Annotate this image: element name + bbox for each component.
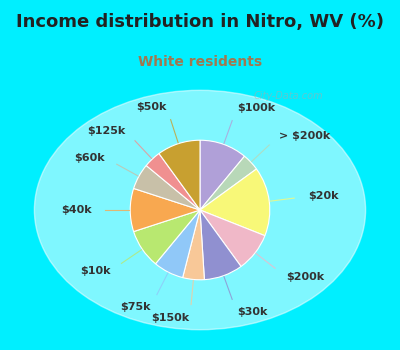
Wedge shape <box>200 210 241 280</box>
Text: $150k: $150k <box>152 313 190 323</box>
Ellipse shape <box>34 90 366 330</box>
Text: $125k: $125k <box>88 126 126 136</box>
Text: Income distribution in Nitro, WV (%): Income distribution in Nitro, WV (%) <box>16 13 384 30</box>
Text: White residents: White residents <box>138 55 262 69</box>
Wedge shape <box>130 188 200 232</box>
Text: $75k: $75k <box>120 302 151 312</box>
Wedge shape <box>134 166 200 210</box>
Text: $200k: $200k <box>286 272 324 281</box>
Text: City-Data.com: City-Data.com <box>254 91 323 100</box>
Wedge shape <box>200 210 265 266</box>
Wedge shape <box>200 156 256 210</box>
Text: $60k: $60k <box>74 153 105 163</box>
Text: $30k: $30k <box>237 307 267 317</box>
Wedge shape <box>200 169 270 236</box>
Text: > $200k: > $200k <box>279 131 330 141</box>
Text: $50k: $50k <box>136 102 166 112</box>
Wedge shape <box>200 140 244 210</box>
Wedge shape <box>134 210 200 264</box>
Wedge shape <box>159 140 200 210</box>
Text: $40k: $40k <box>61 205 92 215</box>
Wedge shape <box>146 154 200 210</box>
Text: $20k: $20k <box>308 191 338 201</box>
Wedge shape <box>183 210 204 280</box>
Text: $10k: $10k <box>80 266 110 276</box>
Wedge shape <box>156 210 200 278</box>
Text: $100k: $100k <box>237 103 275 113</box>
